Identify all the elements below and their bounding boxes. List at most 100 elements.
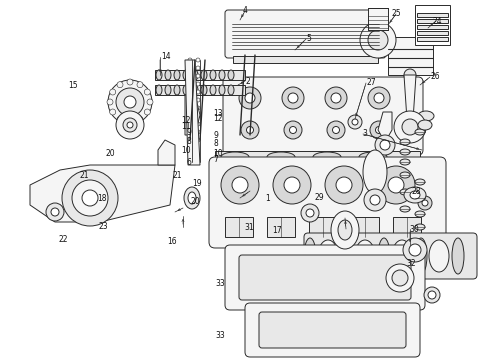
- Circle shape: [196, 66, 200, 70]
- Circle shape: [325, 87, 347, 109]
- Bar: [215, 151, 420, 162]
- Circle shape: [51, 208, 59, 216]
- Text: 7: 7: [213, 156, 218, 164]
- Text: 19: 19: [192, 179, 202, 188]
- Circle shape: [388, 177, 404, 193]
- Ellipse shape: [418, 120, 432, 130]
- Ellipse shape: [400, 172, 410, 178]
- Ellipse shape: [156, 70, 162, 80]
- Circle shape: [116, 88, 144, 116]
- Circle shape: [290, 126, 296, 134]
- Bar: [393, 217, 421, 237]
- Circle shape: [241, 121, 259, 139]
- Circle shape: [123, 118, 137, 132]
- FancyBboxPatch shape: [225, 10, 386, 58]
- Text: 8: 8: [186, 137, 191, 146]
- Ellipse shape: [331, 211, 359, 249]
- Circle shape: [239, 87, 261, 109]
- Circle shape: [145, 89, 150, 95]
- Ellipse shape: [338, 220, 352, 240]
- Circle shape: [196, 74, 200, 78]
- Text: 33: 33: [216, 331, 225, 341]
- Circle shape: [352, 119, 358, 125]
- Polygon shape: [185, 95, 200, 135]
- Text: 14: 14: [161, 53, 171, 62]
- Circle shape: [424, 287, 440, 303]
- Circle shape: [188, 130, 192, 134]
- Circle shape: [364, 189, 386, 211]
- Polygon shape: [378, 112, 392, 142]
- Circle shape: [386, 264, 414, 292]
- Circle shape: [196, 114, 200, 118]
- Text: 2: 2: [245, 77, 250, 86]
- Ellipse shape: [341, 238, 353, 274]
- Circle shape: [273, 166, 311, 204]
- Circle shape: [188, 82, 192, 86]
- Circle shape: [110, 89, 116, 95]
- Text: 20: 20: [190, 197, 200, 206]
- Ellipse shape: [415, 238, 427, 274]
- Bar: [309, 217, 337, 237]
- Ellipse shape: [415, 224, 425, 230]
- FancyBboxPatch shape: [239, 255, 411, 300]
- Circle shape: [380, 140, 390, 150]
- Text: 21: 21: [80, 171, 89, 180]
- Ellipse shape: [313, 152, 341, 162]
- Bar: [417, 13, 448, 17]
- Circle shape: [374, 93, 384, 103]
- Circle shape: [82, 190, 98, 206]
- Ellipse shape: [415, 129, 425, 135]
- Ellipse shape: [404, 187, 426, 203]
- Text: 20: 20: [105, 149, 115, 158]
- Text: 6: 6: [186, 158, 191, 167]
- Ellipse shape: [183, 85, 189, 95]
- Circle shape: [422, 200, 428, 206]
- Circle shape: [117, 116, 123, 122]
- Circle shape: [137, 82, 143, 88]
- Ellipse shape: [400, 149, 410, 155]
- Ellipse shape: [452, 238, 464, 274]
- Circle shape: [188, 74, 192, 78]
- Text: 12: 12: [213, 114, 222, 122]
- Text: 9: 9: [186, 128, 191, 137]
- Circle shape: [110, 109, 116, 115]
- Circle shape: [62, 170, 118, 226]
- Ellipse shape: [219, 70, 225, 80]
- Bar: [417, 25, 448, 29]
- Circle shape: [403, 238, 427, 262]
- Ellipse shape: [201, 85, 207, 95]
- Circle shape: [333, 126, 340, 134]
- Circle shape: [196, 138, 200, 142]
- Bar: [417, 37, 448, 41]
- Ellipse shape: [355, 240, 375, 272]
- Circle shape: [392, 270, 408, 286]
- Bar: [267, 217, 295, 237]
- Polygon shape: [185, 60, 200, 165]
- Circle shape: [402, 119, 418, 135]
- Text: 13: 13: [213, 109, 223, 117]
- Text: 31: 31: [244, 223, 254, 233]
- Text: 11: 11: [182, 122, 191, 131]
- Text: 8: 8: [213, 139, 218, 148]
- Circle shape: [375, 135, 395, 155]
- Text: 26: 26: [430, 72, 440, 81]
- Circle shape: [188, 98, 192, 102]
- Circle shape: [327, 121, 345, 139]
- Text: 10: 10: [181, 146, 191, 155]
- Text: 22: 22: [59, 235, 69, 244]
- Bar: [351, 217, 379, 237]
- Circle shape: [418, 196, 432, 210]
- Text: 9: 9: [213, 131, 218, 140]
- Ellipse shape: [267, 152, 295, 162]
- Circle shape: [116, 111, 144, 139]
- Circle shape: [404, 69, 416, 81]
- Polygon shape: [404, 75, 416, 120]
- Ellipse shape: [210, 70, 216, 80]
- Circle shape: [308, 266, 336, 294]
- Ellipse shape: [415, 211, 425, 217]
- Circle shape: [288, 93, 298, 103]
- Circle shape: [137, 116, 143, 122]
- Text: 15: 15: [68, 81, 77, 90]
- FancyBboxPatch shape: [245, 303, 420, 357]
- Text: 24: 24: [432, 17, 442, 26]
